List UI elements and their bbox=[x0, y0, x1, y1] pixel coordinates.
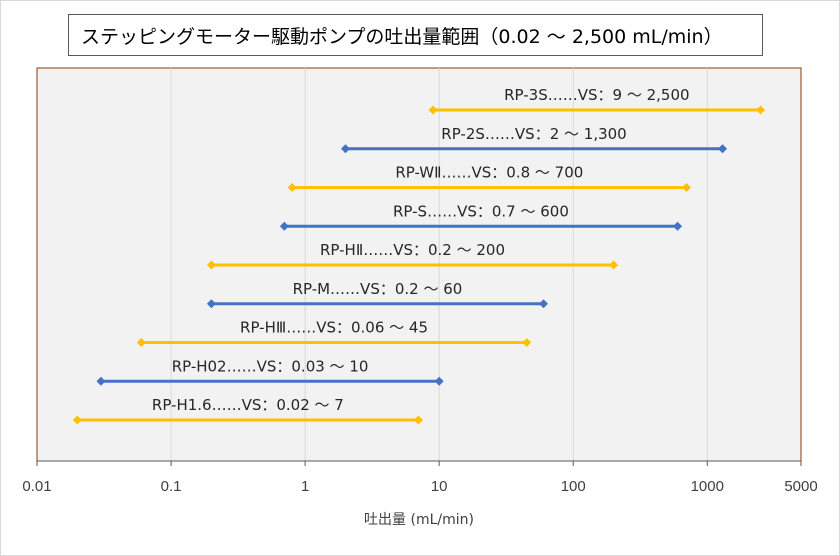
range-bar-label: RP-WⅡ……VS：0.8 ～ 700 bbox=[395, 164, 583, 182]
x-axis-title: 吐出量 (mL/min) bbox=[364, 512, 474, 528]
range-min-marker bbox=[96, 376, 106, 386]
range-max-marker bbox=[609, 260, 619, 270]
range-bar: RP-H02……VS：0.03 ～ 10 bbox=[96, 357, 444, 386]
range-min-marker bbox=[136, 338, 146, 347]
x-tick-label: 100 bbox=[561, 478, 586, 495]
range-bar: RP-HⅢ……VS：0.06 ～ 45 bbox=[136, 319, 532, 347]
range-min-marker bbox=[340, 144, 350, 154]
range-bar: RP-2S……VS：2 ～ 1,300 bbox=[340, 125, 728, 154]
x-tick-label: 0.1 bbox=[161, 478, 182, 495]
x-tick-label: 5000 bbox=[784, 478, 817, 495]
range-bar-label: RP-M……VS：0.2 ～ 60 bbox=[293, 280, 463, 298]
x-tick-label: 1000 bbox=[691, 478, 724, 495]
range-bar: RP-S……VS：0.7 ～ 600 bbox=[279, 202, 683, 231]
range-bar: RP-HⅡ……VS：0.2 ～ 200 bbox=[206, 241, 619, 270]
range-bar: RP-H1.6……VS：0.02 ～ 7 bbox=[72, 396, 423, 425]
x-tick-label: 1 bbox=[301, 478, 309, 495]
range-max-marker bbox=[434, 376, 444, 386]
x-tick-label: 10 bbox=[431, 478, 448, 495]
range-max-marker bbox=[522, 338, 532, 347]
range-min-marker bbox=[287, 183, 297, 192]
x-tick-label: 0.01 bbox=[22, 478, 51, 495]
range-bar-label: RP-HⅢ……VS：0.06 ～ 45 bbox=[240, 319, 428, 337]
x-axis: 0.01 0.1 1 10 100 1000 5000 bbox=[22, 460, 818, 495]
range-bar: RP-M……VS：0.2 ～ 60 bbox=[206, 280, 548, 309]
range-max-marker bbox=[413, 415, 423, 425]
range-min-marker bbox=[428, 105, 438, 115]
range-bar-label: RP-HⅡ……VS：0.2 ～ 200 bbox=[320, 241, 505, 259]
range-bar: RP-WⅡ……VS：0.8 ～ 700 bbox=[287, 164, 692, 192]
range-max-marker bbox=[538, 299, 548, 309]
range-bar-label: RP-3S……VS：9 ～ 2,500 bbox=[504, 86, 689, 104]
range-bar-label: RP-S……VS：0.7 ～ 600 bbox=[393, 202, 569, 220]
range-max-marker bbox=[756, 105, 766, 115]
range-min-marker bbox=[279, 221, 289, 231]
range-bars: RP-3S……VS：9 ～ 2,500 RP-2S……VS：2 ～ 1,300 RP… bbox=[72, 86, 766, 425]
range-bar-label: RP-2S……VS：2 ～ 1,300 bbox=[441, 125, 626, 143]
range-min-marker bbox=[206, 299, 216, 309]
range-bar: RP-3S……VS：9 ～ 2,500 bbox=[428, 86, 766, 115]
range-max-marker bbox=[718, 144, 728, 154]
range-bar-label: RP-H02……VS：0.03 ～ 10 bbox=[172, 357, 369, 375]
range-max-marker bbox=[682, 183, 692, 192]
range-bar-label: RP-H1.6……VS：0.02 ～ 7 bbox=[152, 396, 344, 414]
range-max-marker bbox=[673, 221, 683, 231]
range-min-marker bbox=[206, 260, 216, 270]
range-min-marker bbox=[72, 415, 82, 425]
chart-title: ステッピングモーター駆動ポンプの吐出量範囲（0.02 ～ 2,500 mL/mi… bbox=[68, 14, 763, 56]
